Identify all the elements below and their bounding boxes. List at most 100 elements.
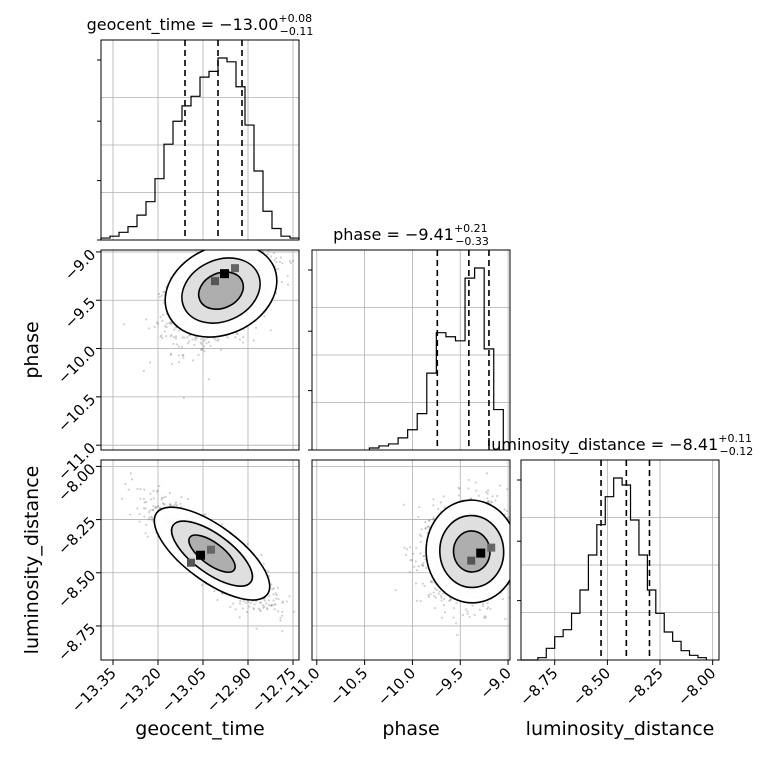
sample-point: [254, 231, 256, 233]
density-cell: [207, 545, 215, 554]
sample-point: [172, 335, 175, 339]
sample-point: [432, 504, 435, 507]
sample-point: [165, 335, 168, 338]
sample-point: [521, 536, 523, 538]
sample-point: [254, 244, 256, 246]
sample-point: [242, 336, 245, 339]
sample-point: [238, 602, 242, 605]
sample-point: [433, 594, 436, 598]
sample-point: [181, 336, 184, 339]
sample-point: [286, 275, 289, 278]
sample-point: [267, 235, 269, 237]
sample-point: [513, 497, 515, 499]
sample-point: [152, 509, 155, 512]
sample-point: [273, 603, 276, 606]
sample-point: [238, 242, 240, 244]
sample-point: [237, 245, 239, 247]
sample-point: [414, 582, 418, 585]
sample-point: [220, 523, 224, 526]
sample-point: [437, 592, 440, 595]
sample-point: [437, 507, 440, 511]
sample-point: [239, 599, 242, 603]
sample-point: [159, 315, 162, 319]
sample-point: [176, 504, 179, 507]
sample-point: [249, 601, 252, 604]
sample-point: [234, 608, 237, 611]
sample-point: [485, 472, 489, 475]
sample-point: [449, 598, 452, 601]
sample-point: [170, 333, 173, 337]
sample-point: [193, 344, 196, 347]
sample-point: [158, 292, 161, 296]
sample-point: [279, 616, 282, 620]
sample-point: [225, 244, 227, 246]
density-cell: [211, 277, 219, 286]
sample-point: [144, 318, 148, 321]
histogram-phase: [312, 250, 510, 450]
sample-point: [409, 546, 412, 549]
sample-point: [484, 615, 487, 618]
sample-point: [241, 241, 243, 243]
sample-point: [138, 513, 141, 516]
sample-point: [204, 338, 207, 341]
sample-point: [275, 257, 278, 260]
sample-point: [292, 610, 295, 613]
sample-point: [467, 478, 470, 482]
sample-point: [263, 605, 266, 608]
sample-point: [466, 610, 469, 613]
sample-point: [138, 520, 141, 523]
sample-point: [252, 246, 254, 248]
sample-point: [269, 233, 271, 235]
sample-point: [172, 504, 175, 507]
sample-point: [254, 242, 256, 244]
sample-point: [178, 361, 181, 364]
joint-frame: [100, 249, 300, 451]
sample-point: [179, 502, 182, 505]
sample-point: [275, 260, 278, 264]
sample-point: [443, 506, 446, 509]
sample-point: [181, 354, 184, 357]
sample-point: [276, 586, 279, 589]
sample-point: [200, 348, 203, 351]
sample-point: [494, 499, 497, 502]
sample-point: [174, 501, 178, 504]
sample-point: [169, 353, 172, 357]
sample-point: [255, 244, 257, 246]
sample-point: [157, 504, 160, 508]
sample-point: [150, 515, 153, 519]
sample-point: [405, 548, 409, 551]
title-minus-error: −0.12: [719, 445, 753, 458]
sample-point: [169, 321, 172, 324]
sample-point: [514, 510, 516, 512]
sample-point: [427, 594, 430, 597]
sample-point: [421, 564, 424, 568]
sample-point: [258, 247, 260, 249]
sample-point: [168, 491, 171, 495]
sample-point: [149, 509, 152, 512]
sample-point: [286, 283, 290, 286]
sample-point: [168, 503, 171, 506]
sample-point: [160, 496, 163, 500]
histogram-step-phase: [368, 267, 504, 450]
sample-point: [523, 542, 525, 544]
joint-content: [120, 472, 295, 633]
sample-point: [229, 605, 232, 609]
sample-point: [281, 610, 284, 613]
sample-point: [431, 581, 434, 584]
sample-point: [148, 510, 151, 514]
sample-point: [202, 345, 205, 348]
sample-point: [285, 600, 288, 603]
sample-point: [171, 362, 174, 366]
sample-point: [511, 568, 513, 570]
sample-point: [242, 227, 244, 229]
sample-point: [200, 348, 203, 351]
sample-point: [186, 336, 189, 339]
sample-point: [213, 243, 215, 245]
sample-point: [151, 516, 154, 520]
sample-point: [477, 494, 480, 497]
sample-point: [174, 337, 178, 340]
sample-point: [260, 198, 262, 200]
sample-point: [238, 616, 241, 619]
sample-point: [252, 608, 256, 611]
density-cell: [231, 264, 239, 273]
